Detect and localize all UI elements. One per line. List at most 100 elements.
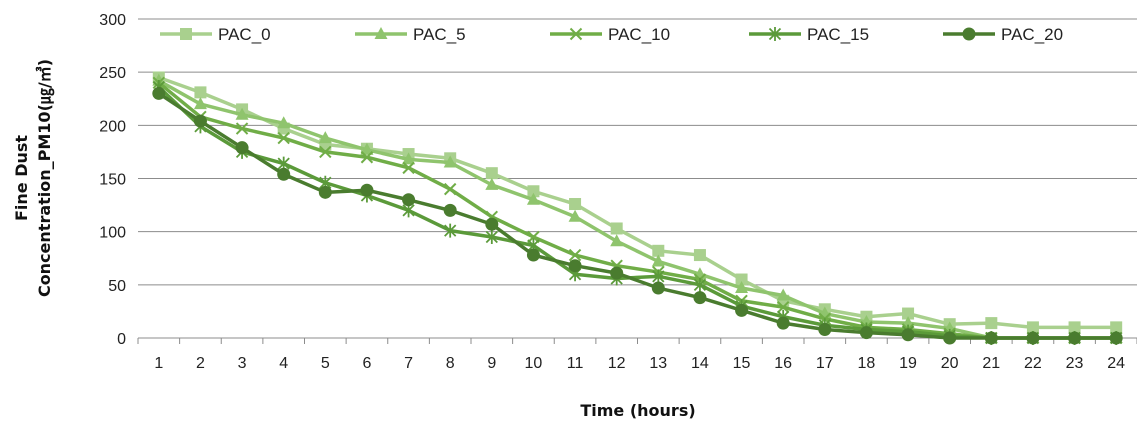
marker-triangle: [402, 152, 416, 165]
series-pac-20: [152, 86, 1123, 345]
data-point: [526, 192, 540, 205]
data-point: [485, 167, 498, 180]
marker-x: [776, 300, 790, 314]
marker-circle: [1109, 331, 1123, 345]
x-tick-label: 3: [238, 355, 247, 372]
marker-triangle: [193, 97, 207, 110]
marker-square: [1026, 321, 1039, 334]
data-point: [360, 183, 374, 197]
marker-circle: [610, 266, 624, 280]
y-tick-label: 300: [99, 12, 126, 29]
data-point: [652, 244, 665, 257]
data-point: [277, 116, 291, 129]
marker-circle: [962, 27, 976, 41]
marker-triangle: [443, 155, 457, 168]
x-tick-label: 1: [154, 355, 163, 372]
x-tick-label: 11: [567, 355, 584, 372]
legend-label: PAC_15: [807, 25, 869, 44]
marker-x: [569, 27, 583, 41]
marker-circle: [526, 248, 540, 262]
data-point: [193, 97, 207, 110]
marker-triangle: [235, 107, 249, 120]
y-axis-title: Fine Dust Concentration_PM10(㎍/㎥): [12, 59, 55, 297]
marker-circle: [402, 193, 416, 207]
marker-x: [235, 122, 249, 135]
legend-swatch-marker: [569, 27, 583, 41]
x-tick-label: 20: [941, 355, 959, 372]
data-point: [235, 122, 249, 135]
legend-item: PAC_15: [749, 25, 869, 44]
marker-triangle: [610, 234, 624, 247]
marker-circle: [776, 316, 790, 330]
marker-square: [735, 273, 748, 286]
marker-square: [569, 198, 582, 211]
data-point: [485, 177, 499, 190]
legend-swatch-marker: [180, 28, 192, 40]
marker-circle: [651, 281, 665, 295]
data-point: [485, 229, 498, 244]
marker-star: [693, 277, 707, 292]
x-tick-label: 15: [733, 355, 751, 372]
marker-triangle: [651, 254, 665, 267]
data-point: [610, 234, 624, 247]
marker-square: [194, 86, 207, 99]
data-point: [693, 249, 706, 262]
data-point: [1026, 331, 1040, 345]
y-tick-label: 100: [99, 225, 126, 242]
marker-square: [1110, 321, 1123, 334]
marker-circle: [443, 203, 457, 217]
marker-star: [768, 27, 782, 41]
series-pac-0: [152, 71, 1123, 334]
marker-circle: [818, 322, 832, 336]
marker-circle: [277, 167, 291, 181]
legend-swatch-marker: [962, 27, 976, 41]
data-point: [652, 269, 665, 284]
legend-label: PAC_10: [608, 25, 670, 44]
series-line: [157, 75, 1118, 330]
data-point: [443, 155, 457, 168]
marker-square: [1068, 321, 1081, 334]
marker-square: [693, 249, 706, 262]
marker-circle: [693, 291, 707, 305]
gridlines: [138, 18, 1137, 286]
marker-triangle: [374, 27, 388, 39]
legend-item: PAC_5: [355, 25, 466, 44]
data-point: [194, 86, 207, 99]
marker-square: [180, 28, 192, 40]
data-point: [443, 203, 457, 217]
marker-square: [985, 317, 998, 330]
x-tick-label: 19: [899, 355, 917, 372]
data-point: [818, 322, 832, 336]
marker-circle: [568, 259, 582, 273]
x-tick-label: 8: [446, 355, 455, 372]
data-point: [735, 281, 749, 294]
data-point: [526, 248, 540, 262]
x-axis-title: Time (hours): [580, 401, 695, 420]
data-point: [1109, 331, 1123, 345]
y-tick-label: 50: [108, 278, 126, 295]
data-point: [318, 131, 332, 144]
data-point: [152, 86, 166, 100]
data-point: [277, 167, 291, 181]
data-point: [776, 316, 790, 330]
series-pac-15: [152, 80, 1123, 345]
series-pac-10: [152, 76, 1123, 345]
marker-star: [485, 229, 498, 244]
data-point: [943, 331, 957, 345]
series-pac-5: [152, 73, 1123, 343]
marker-circle: [901, 328, 915, 342]
marker-circle: [1068, 331, 1082, 345]
data-point: [402, 152, 416, 165]
marker-x: [568, 248, 582, 262]
data-point: [402, 193, 416, 207]
data-point: [1110, 321, 1123, 334]
x-tick-label: 17: [816, 355, 834, 372]
x-tick-label: 13: [649, 355, 667, 372]
x-tick-label: 5: [321, 355, 330, 372]
marker-circle: [235, 141, 249, 155]
data-point: [610, 266, 624, 280]
marker-circle: [318, 185, 332, 199]
legend-label: PAC_20: [1001, 25, 1063, 44]
